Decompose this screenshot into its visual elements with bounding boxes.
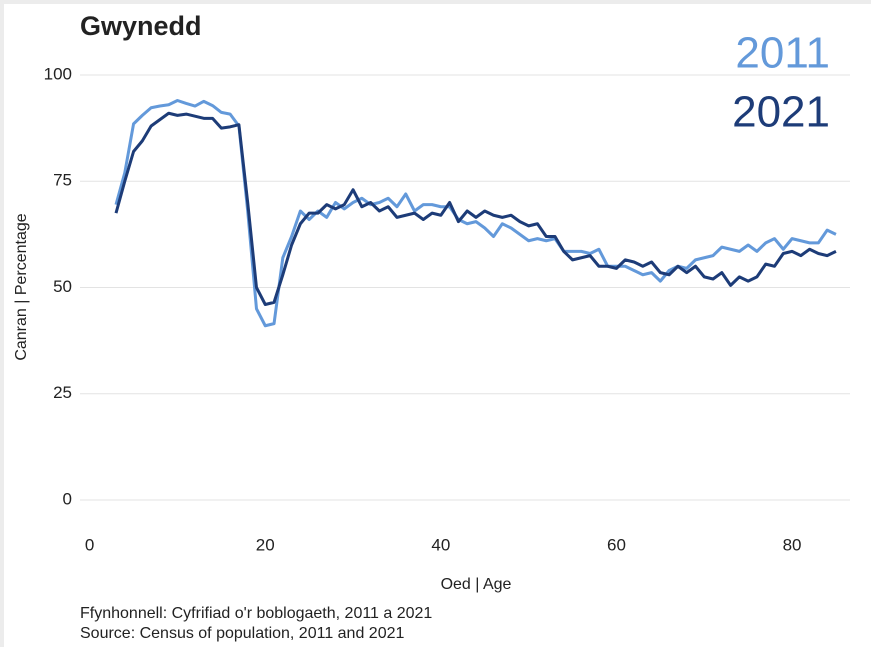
x-tick-label: 20: [256, 535, 275, 554]
y-tick-label: 75: [53, 171, 72, 190]
x-tick-label: 0: [85, 535, 94, 554]
x-tick-label: 40: [431, 535, 450, 554]
y-tick-label: 25: [53, 383, 72, 402]
y-tick-label: 100: [44, 64, 72, 83]
y-axis-label: Canran | Percentage: [13, 213, 30, 360]
x-tick-label: 80: [783, 535, 802, 554]
legend-label: 2021: [732, 88, 830, 137]
series-line: [114, 99, 837, 328]
series-line: [114, 111, 837, 306]
x-tick-label: 60: [607, 535, 626, 554]
x-axis-label: Oed | Age: [441, 576, 512, 593]
legend-label: 2011: [735, 29, 830, 78]
chart-title: Gwynedd: [80, 11, 202, 41]
source-note: Source: Census of population, 2011 and 2…: [80, 625, 404, 642]
source-note: Ffynhonnell: Cyfrifiad o'r boblogaeth, 2…: [80, 605, 432, 622]
y-tick-label: 0: [63, 489, 72, 508]
y-tick-label: 50: [53, 277, 72, 296]
